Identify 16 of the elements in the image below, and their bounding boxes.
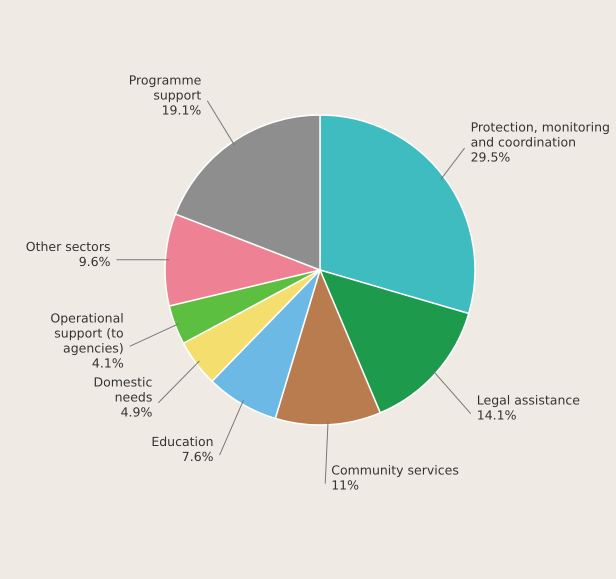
data-label: 14.1% <box>476 408 517 423</box>
slice-label: Community services <box>331 462 459 478</box>
data-label: 29.5% <box>470 150 510 165</box>
slice-label: Operational support (to agencies) <box>50 310 124 356</box>
slice-label: Programme support <box>128 72 202 102</box>
slice-label: Other sectors <box>26 238 110 254</box>
data-label: 4.1% <box>92 355 124 370</box>
slice-label: Domestic needs <box>93 374 152 404</box>
slice-label: Protection, monitoring and coordination <box>470 120 610 150</box>
data-label: 7.6% <box>182 449 214 464</box>
slice-label: Education <box>151 434 214 450</box>
data-label: 11% <box>331 478 360 493</box>
data-label: 4.9% <box>120 404 152 420</box>
slice-label: Legal assistance <box>476 392 580 408</box>
data-label: 19.1% <box>162 102 202 118</box>
data-label: 9.6% <box>78 254 111 269</box>
